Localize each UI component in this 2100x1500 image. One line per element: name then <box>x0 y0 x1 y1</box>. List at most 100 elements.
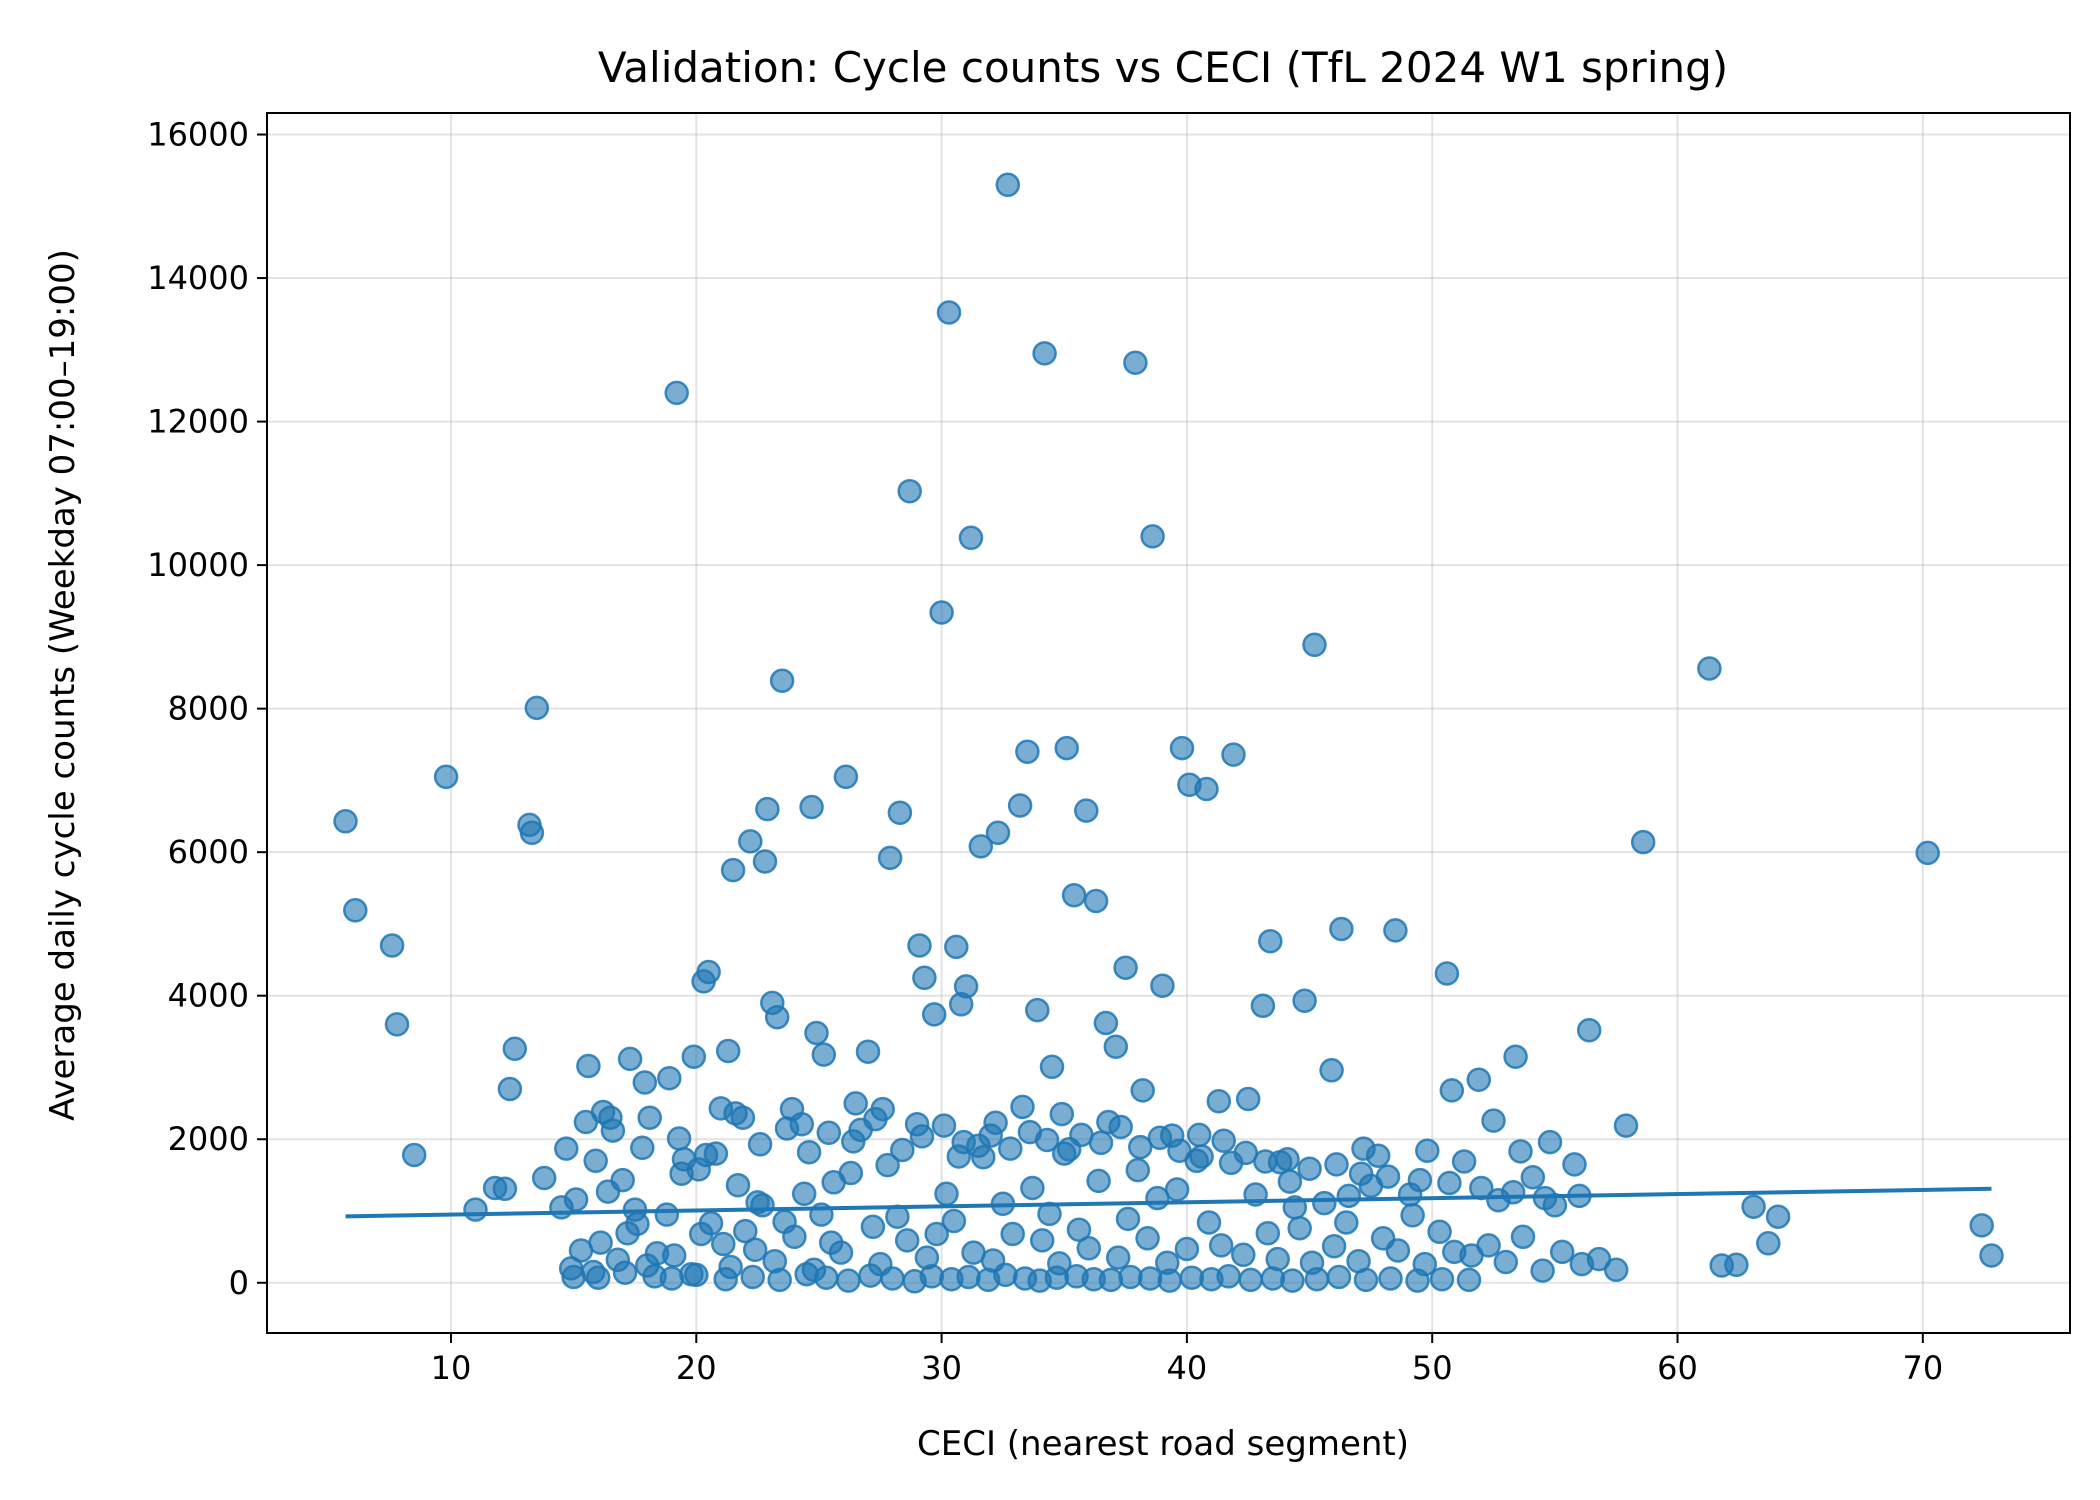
data-point <box>713 1266 738 1292</box>
data-point <box>1037 1201 1062 1227</box>
plot-frame <box>266 112 2071 1334</box>
data-point <box>1603 1257 1629 1283</box>
data-point <box>894 1228 920 1253</box>
data-point <box>833 764 859 790</box>
data-point <box>1520 1165 1546 1190</box>
data-point <box>492 1176 518 1202</box>
data-point <box>1174 1236 1200 1262</box>
y-tick-label: 6000 <box>168 833 249 871</box>
data-point <box>1437 1170 1462 1196</box>
data-point <box>1493 1249 1519 1275</box>
data-point <box>661 1243 687 1268</box>
data-point <box>769 668 795 693</box>
data-point <box>1275 1147 1300 1172</box>
data-point <box>1000 1221 1025 1247</box>
data-point <box>1074 798 1099 823</box>
data-point <box>1915 840 1940 866</box>
data-point <box>723 1101 748 1126</box>
x-tick-label: 50 <box>1412 1349 1453 1387</box>
data-point <box>811 1042 837 1067</box>
y-tick-label: 14000 <box>147 259 249 297</box>
y-axis-ticks: 0 2000 4000 6000 8000 10000 12000 14000 16000 <box>147 116 267 1302</box>
data-point <box>907 933 932 958</box>
data-point <box>1756 1231 1781 1256</box>
data-point <box>1312 1190 1337 1216</box>
data-point <box>1451 1149 1477 1174</box>
data-point <box>1562 1152 1587 1177</box>
data-point <box>1125 1157 1151 1183</box>
data-point <box>1164 1177 1190 1202</box>
data-point <box>968 834 994 859</box>
data-point <box>1292 988 1317 1013</box>
data-point <box>573 1109 599 1135</box>
data-point <box>1221 742 1246 767</box>
data-point <box>595 1179 621 1204</box>
data-point <box>755 796 780 822</box>
x-tick-label: 20 <box>676 1349 717 1387</box>
data-point <box>1130 1078 1155 1103</box>
data-point <box>897 478 922 504</box>
data-point <box>1113 955 1138 980</box>
data-point <box>1537 1129 1563 1155</box>
data-point <box>617 1046 643 1072</box>
data-point <box>934 1181 959 1207</box>
data-point <box>924 1221 949 1247</box>
data-point <box>1434 961 1460 986</box>
data-point <box>1103 1034 1129 1059</box>
data-point <box>1415 1138 1440 1163</box>
data-point <box>887 800 913 825</box>
data-point <box>890 1137 915 1163</box>
data-point <box>1326 1264 1352 1290</box>
data-point <box>1147 1125 1173 1151</box>
y-tick-label: 16000 <box>147 116 249 154</box>
data-point <box>912 965 937 991</box>
data-point <box>1076 1236 1102 1261</box>
data-point <box>858 1263 883 1288</box>
data-point <box>742 1237 768 1263</box>
data-point <box>767 1267 792 1293</box>
data-point <box>1567 1183 1592 1209</box>
data-point <box>1250 993 1276 1019</box>
data-point <box>1196 1210 1222 1235</box>
data-point <box>600 1118 626 1143</box>
data-point <box>1385 1238 1411 1263</box>
y-axis-label: Average daily cycle counts (Weekday 07:0… <box>43 249 83 1121</box>
data-point <box>998 1136 1023 1161</box>
data-point <box>1334 1210 1359 1235</box>
data-point <box>1353 1267 1379 1293</box>
data-point <box>836 1268 861 1293</box>
data-point <box>747 1132 773 1157</box>
data-point <box>711 1231 736 1257</box>
data-point <box>995 172 1021 198</box>
data-point <box>1088 1130 1114 1156</box>
data-point <box>1466 1067 1492 1092</box>
data-point <box>657 1065 682 1091</box>
x-tick-label: 60 <box>1657 1349 1698 1387</box>
data-point <box>1319 1058 1344 1083</box>
data-point <box>875 1152 900 1178</box>
data-point <box>1105 1245 1131 1270</box>
data-point <box>1549 1239 1575 1265</box>
data-point <box>1400 1203 1425 1228</box>
data-point <box>715 1038 741 1064</box>
data-point <box>1169 735 1195 761</box>
data-point <box>1054 735 1079 761</box>
data-point <box>333 809 358 834</box>
data-point <box>909 1124 935 1149</box>
data-point <box>669 1161 694 1186</box>
data-point <box>1007 793 1033 818</box>
x-tick-label: 40 <box>1167 1349 1208 1387</box>
data-point <box>1150 973 1175 998</box>
data-point <box>1034 1127 1060 1153</box>
data-point <box>1253 1149 1278 1174</box>
data-point <box>725 1172 751 1198</box>
data-point <box>1324 1152 1349 1177</box>
data-point <box>1365 1143 1391 1168</box>
data-point <box>1724 1252 1749 1278</box>
data-point <box>433 764 459 790</box>
data-point <box>463 1197 488 1222</box>
data-point <box>1280 1268 1305 1293</box>
data-point <box>583 1148 608 1174</box>
data-point <box>1051 1141 1077 1166</box>
data-point <box>782 1224 807 1250</box>
